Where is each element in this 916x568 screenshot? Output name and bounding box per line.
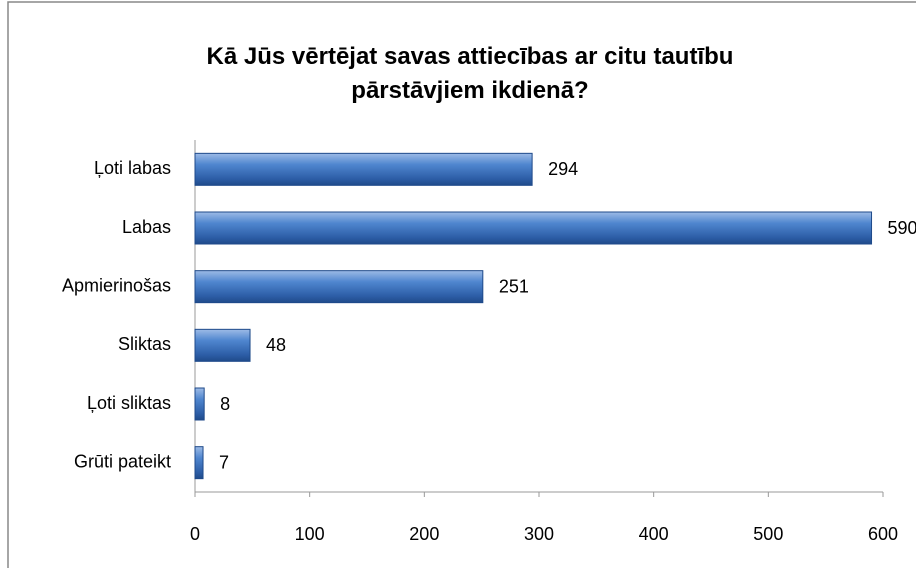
- value-label: 8: [220, 394, 230, 414]
- y-tick-label: Ļoti labas: [94, 158, 171, 178]
- x-tick-label: 600: [868, 524, 898, 544]
- value-label: 294: [548, 159, 578, 179]
- x-tick-label: 200: [409, 524, 439, 544]
- y-tick-label: Sliktas: [118, 334, 171, 354]
- y-tick-label: Ļoti sliktas: [87, 393, 171, 413]
- bar: [194, 270, 484, 304]
- value-label: 7: [219, 452, 229, 472]
- y-tick-label: Labas: [122, 217, 171, 237]
- bar: [194, 328, 251, 362]
- x-tick-label: 100: [295, 524, 325, 544]
- value-label: 251: [499, 276, 529, 296]
- y-tick-label: Grūti pateikt: [74, 451, 171, 471]
- bar: [194, 211, 873, 245]
- bar: [194, 387, 205, 421]
- x-tick-label: 300: [524, 524, 554, 544]
- x-tick-label: 0: [190, 524, 200, 544]
- value-label: 590: [888, 218, 916, 238]
- bar: [194, 446, 204, 480]
- x-tick-label: 400: [639, 524, 669, 544]
- chart-title: Kā Jūs vērtējat savas attiecības ar citu…: [206, 43, 734, 104]
- y-tick-label: Apmierinošas: [62, 275, 171, 295]
- value-label: 48: [266, 335, 286, 355]
- bar: [194, 152, 533, 186]
- x-tick-label: 500: [753, 524, 783, 544]
- frame: [7, 1, 916, 568]
